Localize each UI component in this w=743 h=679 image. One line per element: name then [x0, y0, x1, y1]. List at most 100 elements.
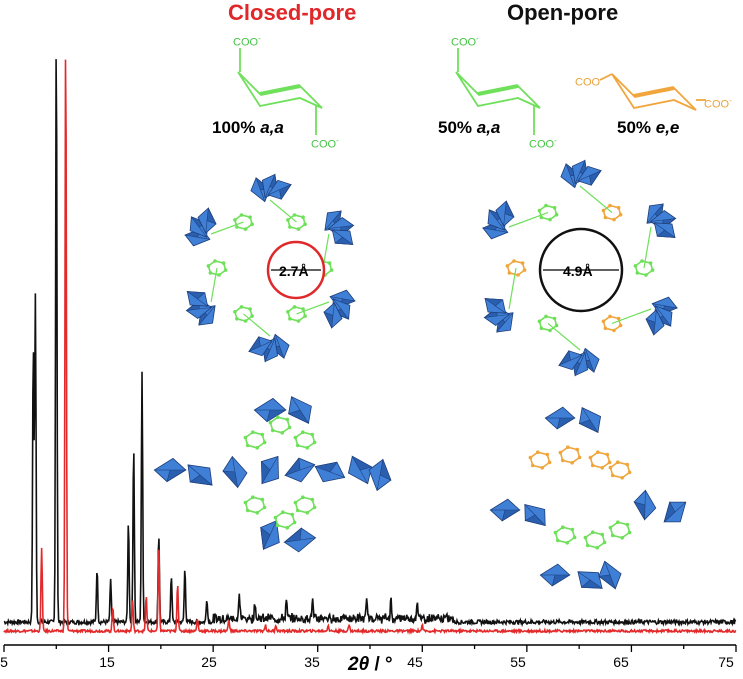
- polyhedron-edge: [264, 185, 271, 198]
- carboxylate-label: COO-: [704, 96, 732, 111]
- polyhedron-edge: [359, 469, 368, 484]
- linker-atom: [575, 447, 580, 452]
- linker-atom: [572, 535, 577, 540]
- x-tick-label: 45: [407, 654, 423, 670]
- chair-bold-edge: [633, 86, 675, 98]
- linker-atom: [262, 440, 267, 445]
- closed-aa-percent: 100% a,a: [212, 118, 284, 137]
- linker-atom: [616, 520, 620, 524]
- metal-polyhedron-face: [663, 501, 676, 523]
- conformer-sketches: [237, 48, 706, 135]
- linker-bond: [579, 185, 613, 214]
- framework-ring: [184, 173, 356, 363]
- metal-polyhedron-face: [323, 311, 334, 329]
- linker-atom: [603, 215, 608, 220]
- linker-atom: [596, 450, 600, 455]
- metal-polyhedron-face: [351, 455, 373, 471]
- x-tick-label: 35: [304, 654, 320, 670]
- polyhedron-edge: [496, 219, 505, 231]
- linker-atom: [301, 215, 305, 219]
- linker-atom: [625, 462, 630, 467]
- linker-atom: [262, 505, 267, 510]
- linker-bond: [643, 226, 652, 269]
- linker-bond: [210, 267, 218, 303]
- x-tick-label: 55: [510, 654, 526, 670]
- polyhedron-edge: [205, 220, 208, 234]
- linker-atom: [303, 222, 307, 226]
- linker-atom: [251, 495, 255, 500]
- metal-polyhedron-face: [189, 474, 213, 486]
- metal-polyhedron-face: [379, 458, 392, 481]
- carboxylate-label: COO-: [233, 34, 261, 49]
- polyhedron-edge: [187, 464, 201, 476]
- linker-atom: [310, 432, 315, 437]
- x-tick-label: 65: [613, 654, 629, 670]
- linker-atom: [625, 522, 630, 527]
- linker-atom: [233, 310, 237, 314]
- open-pore-title: Open-pore: [507, 0, 619, 25]
- closed-pore-diameter: 2.7Å: [279, 263, 309, 279]
- linker-atom: [245, 443, 250, 448]
- metal-polyhedron-face: [283, 527, 302, 543]
- linker-atom: [329, 268, 334, 272]
- x-tick-label: 15: [99, 654, 115, 670]
- closed-side-view: [153, 396, 392, 553]
- metal-polyhedron-face: [589, 169, 602, 186]
- metal-polyhedron-face: [284, 457, 301, 476]
- linker-atom: [545, 452, 550, 457]
- x-tick-label: 5: [0, 654, 8, 670]
- linker-atom: [640, 259, 644, 263]
- polyhedron-edge: [206, 305, 216, 316]
- linker-atom: [552, 316, 557, 321]
- polyhedron-edge: [496, 314, 510, 317]
- polyhedron-edge: [299, 537, 316, 541]
- metal-polyhedron-face: [314, 461, 338, 473]
- open-side-view: [489, 406, 687, 590]
- linker-atom: [601, 319, 606, 324]
- polyhedron-edge: [646, 213, 656, 224]
- linker-atom: [590, 463, 595, 468]
- linker-atom: [570, 527, 575, 532]
- linker-atom: [295, 508, 300, 513]
- linker-atom: [243, 227, 248, 231]
- metal-polyhedron-face: [578, 419, 599, 434]
- linker-atom: [286, 218, 290, 222]
- linker-atom: [295, 443, 300, 448]
- linker-atom: [627, 530, 632, 535]
- linker-atom: [608, 314, 612, 319]
- linker-atom: [650, 268, 655, 272]
- linker-atom: [616, 460, 620, 465]
- linker-atom: [601, 208, 606, 213]
- linker-atom: [260, 497, 265, 502]
- polyhedron-edge: [654, 222, 665, 231]
- pxrd-trace: [3, 59, 737, 636]
- linker-atom: [539, 215, 544, 220]
- linker-atom: [293, 500, 298, 505]
- linker-atom: [245, 508, 250, 513]
- linker-atom: [285, 526, 290, 530]
- x-axis-label: 2θ / °: [348, 654, 393, 675]
- linker-bond: [210, 221, 244, 235]
- linker-atom: [608, 203, 612, 208]
- linker-atom: [627, 470, 632, 475]
- linker-atom: [528, 455, 533, 460]
- polyhedron-edge: [332, 229, 343, 238]
- polyhedron-edge: [584, 348, 590, 361]
- linker-atom: [602, 540, 607, 545]
- metal-polyhedron-face: [501, 509, 521, 522]
- metal-polyhedron-face: [206, 207, 217, 225]
- linker-atom: [612, 328, 616, 333]
- metal-polyhedron-face: [598, 574, 616, 590]
- linker-atom: [537, 319, 542, 324]
- polyhedron-edge: [330, 296, 343, 300]
- linker-atom: [303, 314, 307, 318]
- metal-polyhedron-face: [580, 579, 604, 589]
- linker-atom: [618, 212, 623, 217]
- linker-bond: [269, 199, 297, 223]
- linker-atom: [553, 530, 558, 535]
- x-tick-label: 75: [718, 654, 734, 670]
- equatorial-bond: [599, 73, 613, 81]
- polyhedron-edge: [291, 396, 301, 411]
- linker-atom: [644, 273, 648, 277]
- linker-atom: [287, 425, 292, 430]
